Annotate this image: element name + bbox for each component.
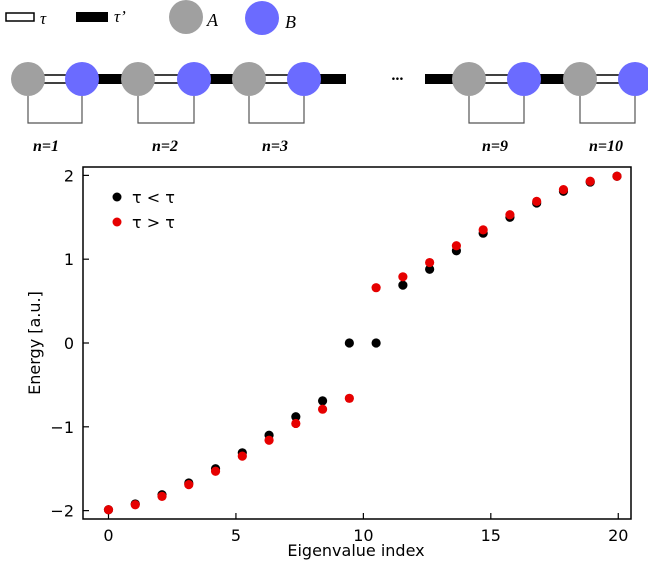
cell-label-n1: n=1	[33, 138, 59, 155]
data-point-series-1	[344, 338, 354, 348]
y-axis-label: Energy [a.u.]	[25, 291, 44, 395]
unit-cell-bracket	[468, 96, 525, 124]
unit-cell-bracket	[248, 96, 305, 124]
legend-label-series-2: τ > τ	[132, 213, 175, 232]
axis-ticks: 0 5 10 15 20 −2 −1 0 1 2	[50, 166, 628, 545]
data-point-series-2	[585, 176, 595, 186]
legend-marker-series-1	[112, 192, 122, 202]
tau-prime-bond	[210, 74, 246, 84]
y-tick-label: 0	[64, 334, 74, 353]
chart-legend: τ < τ τ > τ	[112, 188, 175, 232]
site-a	[121, 62, 155, 96]
site-b-label: B	[285, 12, 296, 32]
data-point-series-2	[398, 272, 408, 282]
data-point-series-2	[291, 418, 301, 429]
data-point-series-2	[505, 210, 515, 220]
top-legend: τ τ’ A B	[5, 0, 296, 35]
site-b	[287, 62, 321, 96]
data-point-series-2	[425, 257, 435, 268]
tau-prime-label: τ’	[114, 7, 126, 26]
data-point-series-1	[371, 338, 381, 348]
site-b	[618, 62, 648, 96]
tau-prime-bond-swatch	[76, 12, 108, 22]
data-points	[103, 171, 622, 515]
legend-marker-series-2	[112, 217, 122, 227]
data-point-series-2	[210, 466, 221, 476]
data-point-series-2	[451, 241, 462, 251]
site-b-swatch	[245, 1, 279, 35]
data-point-series-1	[425, 264, 435, 274]
site-b	[177, 62, 211, 96]
unit-cell-bracket	[27, 96, 83, 124]
tau-prime-bond	[98, 74, 134, 84]
site-a-label: A	[206, 10, 219, 30]
cell-label-n9: n=9	[482, 138, 508, 155]
tau-prime-bond	[524, 74, 580, 84]
x-tick-label: 5	[231, 526, 241, 545]
data-point-series-2	[317, 404, 328, 414]
ssh-chain-diagram: ... n=1 n=2 n=3 n=9 n=10	[11, 62, 648, 155]
unit-cell-bracket	[579, 96, 636, 124]
data-point-series-2	[371, 283, 381, 293]
cell-label-n2: n=2	[152, 138, 178, 155]
data-point-series-2	[558, 185, 569, 195]
data-point-series-2	[344, 393, 354, 403]
data-point-series-2	[612, 171, 622, 181]
data-point-series-2	[103, 505, 114, 515]
data-point-series-2	[264, 435, 274, 445]
tau-prime-bond	[320, 74, 346, 84]
data-point-series-1	[398, 280, 408, 290]
data-point-series-2	[157, 491, 167, 501]
data-point-series-2	[237, 451, 247, 461]
y-tick-label: −1	[50, 418, 74, 437]
tau-bond-swatch	[5, 12, 35, 22]
tau-prime-bond	[425, 74, 469, 84]
y-tick-label: −2	[50, 502, 74, 521]
site-a	[232, 62, 266, 96]
y-tick-label: 1	[64, 250, 74, 269]
data-point-series-2	[478, 225, 488, 235]
site-a	[452, 62, 486, 96]
y-tick-label: 2	[64, 166, 74, 185]
x-axis-label: Eigenvalue index	[287, 541, 424, 560]
site-b	[65, 62, 99, 96]
site-a-swatch	[169, 0, 203, 34]
data-point-series-1	[317, 396, 328, 406]
x-tick-label: 10	[353, 526, 373, 545]
x-tick-label: 20	[608, 526, 628, 545]
data-point-series-2	[532, 196, 542, 206]
chain-ellipsis: ...	[392, 67, 404, 84]
legend-label-series-1: τ < τ	[132, 188, 175, 207]
cell-label-n10: n=10	[589, 138, 623, 155]
cell-label-n3: n=3	[262, 138, 288, 155]
energy-spectrum-chart: 0 5 10 15 20 −2 −1 0 1 2 τ < τ τ > τ Eigenvalue i…	[25, 166, 632, 560]
site-a	[563, 62, 597, 96]
tau-label: τ	[40, 9, 47, 28]
x-tick-label: 0	[103, 526, 113, 545]
unit-cell-bracket	[137, 96, 195, 124]
data-point-series-2	[184, 480, 194, 490]
site-b	[507, 62, 541, 96]
data-point-series-1	[291, 412, 301, 422]
data-point-series-2	[130, 500, 140, 510]
x-tick-label: 15	[481, 526, 501, 545]
site-a	[11, 62, 45, 96]
